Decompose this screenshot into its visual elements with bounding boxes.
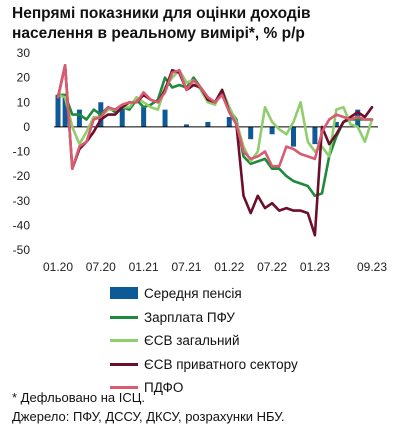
x-tick-label: 09.23 — [357, 260, 387, 274]
y-tick-label: -50 — [13, 243, 31, 257]
legend-label-esv-total: ЄСВ загальний — [144, 333, 240, 348]
pension-bar — [312, 126, 318, 145]
plot-area: -50 -40 -30 -20 -10 0 10 20 30 01.20 07.20 01.21 07… — [13, 46, 388, 274]
y-tick-label: 20 — [17, 71, 31, 85]
legend-swatch-esv-total — [110, 339, 138, 342]
x-tick-label: 07.21 — [171, 260, 201, 274]
pension-bar — [291, 126, 296, 147]
y-tick-label: -20 — [13, 169, 31, 183]
y-tick-label: 10 — [17, 95, 31, 109]
chart-title: Непрямі показники для оцінки доходів нас… — [12, 4, 402, 44]
x-tick-label: 07.20 — [86, 260, 116, 274]
pension-bar — [141, 107, 147, 127]
notes: * Дефльовано на ІСЦ. Джерело: ПФУ, ДССУ,… — [12, 388, 284, 426]
pension-bar — [76, 109, 82, 127]
x-tick-label: 01.22 — [214, 260, 244, 274]
pension-bar — [333, 121, 339, 127]
legend-item-esv-private: ЄСВ приватного сектору — [110, 353, 400, 377]
pension-bar — [248, 126, 254, 140]
legend-item-pension: Середня пенсія — [110, 282, 400, 306]
source-note: Джерело: ПФУ, ДССУ, ДКСУ, розрахунки НБУ… — [12, 409, 285, 424]
pdfo-line — [56, 64, 374, 170]
x-tick-label: 01.20 — [43, 260, 73, 274]
legend-label-esv-private: ЄСВ приватного сектору — [144, 356, 298, 372]
footnote: * Дефльовано на ІСЦ. — [12, 390, 145, 405]
legend-swatch-esv-private — [110, 362, 138, 366]
chart-title-line-1: Непрямі показники для оцінки доходів — [12, 5, 311, 22]
x-tick-label: 01.21 — [129, 260, 159, 274]
legend-item-salary: Зарплата ПФУ — [110, 306, 400, 330]
legend-label-salary: Зарплата ПФУ — [144, 309, 235, 325]
y-tick-label: -40 — [13, 218, 31, 232]
pension-bar — [269, 126, 275, 135]
legend-swatch-salary — [110, 315, 138, 319]
series-lines — [56, 64, 374, 237]
pension-bar — [226, 117, 232, 127]
x-axis: 01.20 07.20 01.21 07.21 01.22 07.22 01.23 09.23 — [43, 260, 387, 274]
pension-bar — [162, 109, 168, 127]
pension-bar — [55, 94, 61, 127]
legend-item-esv-total: ЄСВ загальний — [110, 329, 400, 353]
legend-swatch-pension — [110, 287, 138, 299]
pension-bar — [62, 94, 68, 127]
legend-label-pdfo: ПДФО — [144, 380, 184, 395]
y-axis: -50 -40 -30 -20 -10 0 10 20 30 — [13, 46, 31, 257]
y-tick-label: -10 — [13, 145, 31, 159]
pension-bar — [119, 104, 125, 127]
pension-bar — [183, 124, 189, 127]
y-tick-label: 30 — [17, 46, 31, 60]
y-tick-label: 0 — [23, 120, 30, 134]
y-tick-label: -30 — [13, 194, 31, 208]
pension-bar — [205, 121, 211, 127]
legend-item-pdfo: ПДФО — [110, 376, 400, 400]
legend: Середня пенсія Зарплата ПФУ ЄСВ загальни… — [110, 282, 400, 400]
legend-swatch-pdfo — [110, 386, 138, 389]
x-tick-label: 07.22 — [257, 260, 287, 274]
x-tick-label: 01.23 — [300, 260, 330, 274]
legend-label-pension: Середня пенсія — [144, 286, 242, 301]
chart-title-line-2: населення в реальному вимірі*, % р/р — [12, 25, 305, 42]
